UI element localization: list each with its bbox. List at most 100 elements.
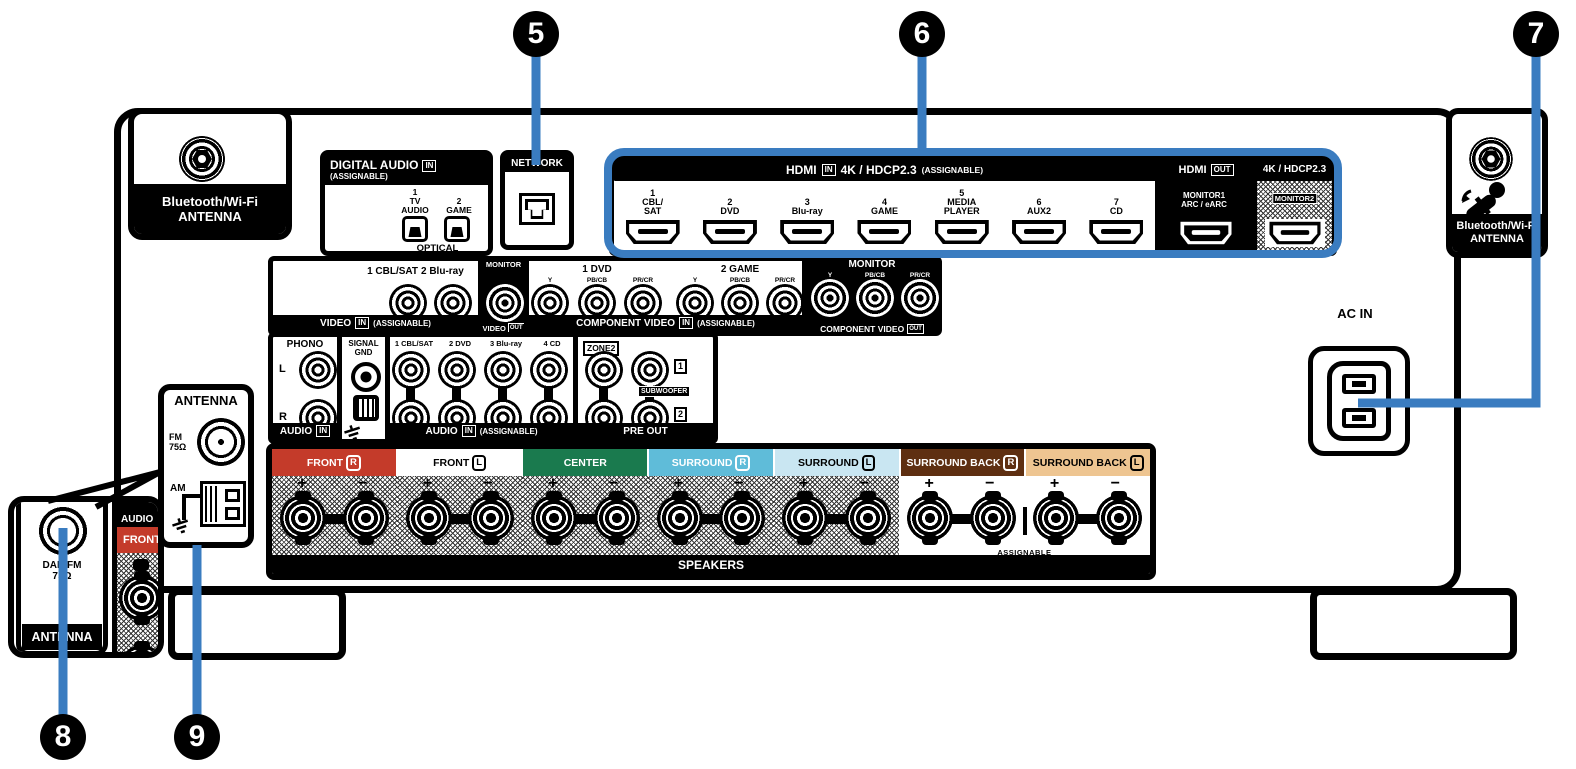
- component-in-assignable: (ASSIGNABLE): [697, 318, 755, 328]
- am-terminal-hole: [224, 506, 240, 520]
- antenna-connector-icon: [1469, 137, 1513, 181]
- rca-jack-audio: [484, 351, 522, 389]
- speaker-terminals-surround-back-r: + −: [899, 476, 1024, 555]
- binding-post: [531, 495, 578, 541]
- hdmi-highlight-outline: [604, 148, 1342, 258]
- hdmi-port-num: 2: [727, 197, 733, 207]
- optical-label: OPTICAL: [416, 243, 459, 254]
- component-ch-pr: PR/CR: [909, 272, 931, 279]
- rca-jack-zone2: [585, 351, 623, 389]
- video-in-jack1-label: 1 CBL/SAT: [367, 266, 418, 277]
- bt-wifi-antenna-left: Bluetooth/Wi-Fi ANTENNA: [128, 108, 292, 240]
- in-badge: IN: [316, 425, 331, 437]
- rca-jack-audio: [438, 351, 476, 389]
- audio-in-section: 1 CBL/SAT 2 DVD 3 Blu-ray 4 CD AUDIO IN …: [385, 332, 578, 444]
- optical-jack1-label: 1 TV AUDIO: [401, 187, 429, 215]
- hdmi-port-icon: [1180, 221, 1232, 245]
- speaker-label-surround-r: SURROUND R: [649, 449, 775, 476]
- post-link-bar: [821, 514, 852, 524]
- pre-out-section: ZONE2 1 SUBWOOFER 2 PRE OUT: [573, 332, 718, 444]
- hdmi-port-num: 3: [804, 197, 810, 207]
- hdmi-port-icon: [780, 220, 835, 244]
- speaker-terminal-row: + − + − + − + −: [272, 476, 1150, 555]
- binding-post: [1032, 495, 1079, 541]
- audio-in-assignable: (ASSIGNABLE): [479, 426, 538, 436]
- hdmi-port-num: 4: [881, 197, 887, 207]
- fm-coax-jack: [197, 418, 245, 466]
- rca-jack-component-out: [856, 279, 894, 317]
- ground-icon: [172, 518, 189, 534]
- audio-col4-label: 4 CD: [543, 339, 561, 348]
- component-ch-y: Y: [547, 277, 553, 284]
- hdmi-monitor2-label: MONITOR2: [1271, 193, 1318, 204]
- fm-75ohm-label: FM 75Ω: [169, 432, 187, 452]
- hdmi-port-name: DVD: [720, 206, 740, 216]
- binding-post: [1095, 495, 1142, 541]
- speaker-terminals-surround-back-l: + −: [1025, 476, 1150, 555]
- jack-link-bar: [498, 377, 507, 403]
- rca-jack-phono-l: [299, 351, 337, 389]
- plus-sign: +: [1049, 475, 1060, 492]
- speaker-label-front-r: FRONT R: [272, 449, 398, 476]
- network-header: NETWORK: [505, 155, 569, 172]
- in-badge: IN: [679, 317, 694, 329]
- am-label: AM: [170, 483, 186, 494]
- hdmi-port-name: Blu-ray: [791, 206, 823, 216]
- jack-link-bar: [544, 377, 553, 403]
- speakers-assignable-label: ASSIGNABLE: [997, 548, 1052, 557]
- speaker-terminals-center: + −: [522, 475, 649, 555]
- bt-wifi-label-line2: ANTENNA: [1470, 233, 1524, 245]
- hdmi-out-monitor2-zone: MONITOR2: [1257, 181, 1332, 251]
- binding-post: [119, 645, 158, 652]
- subwoofer-1-label: 1: [674, 359, 688, 374]
- am-terminal-hole: [224, 488, 240, 502]
- hdmi-out-badge: OUT: [1210, 163, 1234, 176]
- hdmi-in-title: HDMI: [785, 162, 817, 177]
- channel-name: FRONT: [433, 456, 470, 469]
- minus-sign: −: [859, 475, 870, 492]
- hdmi-port-col-2: 2 DVD: [691, 181, 768, 251]
- channel-side: L: [861, 454, 876, 471]
- hdmi-port-col-5: 5 MEDIA PLAYER: [923, 181, 1000, 251]
- video-monitor-label: MONITOR: [485, 260, 522, 269]
- plus-sign: +: [422, 475, 433, 492]
- component-in-footer: COMPONENT VIDEO IN (ASSIGNABLE): [529, 315, 802, 331]
- hdmi-port-icon: [1012, 220, 1067, 244]
- hdmi-monitor1-label: MONITOR1 ARC / eARC: [1181, 191, 1227, 209]
- callout-9-number: 9: [188, 720, 206, 753]
- callout-5: 5: [513, 11, 559, 57]
- hdmi-port-icon: [934, 220, 989, 244]
- channel-side: R: [735, 454, 751, 471]
- digital-audio-section: DIGITAL AUDIO IN (ASSIGNABLE) 1 TV AUDIO…: [320, 150, 493, 256]
- hdmi-in-assignable: (ASSIGNABLE): [921, 164, 984, 175]
- bt-wifi-antenna-left-label: Bluetooth/Wi-Fi ANTENNA: [134, 184, 286, 234]
- am-terminal-spring: [205, 486, 220, 522]
- speakers-footer-label: SPEAKERS: [677, 557, 745, 572]
- ac-inlet-inner: [1327, 361, 1391, 441]
- minus-sign: −: [608, 475, 619, 492]
- chassis-foot-right: [1310, 588, 1517, 660]
- hdmi-in-ports: 1 CBL/ SAT 2 DVD 3 Blu-ray 4 GAME 5: [614, 181, 1155, 251]
- speaker-label-front-l: FRONT L: [397, 449, 524, 476]
- optical-jack-1: [402, 216, 428, 242]
- subwoofer-label: SUBWOOFER: [638, 386, 691, 397]
- in-badge: IN: [461, 425, 476, 437]
- component-video-in-section: 1 DVD 2 GAME Y PB/CB PR/CR Y PB/CB PR/CR…: [524, 256, 807, 336]
- hdmi-out-monitor1-zone: MONITOR1 ARC / eARC: [1155, 181, 1257, 251]
- inset-terminal-area: [117, 553, 158, 652]
- binding-post: [468, 495, 515, 541]
- minus-sign: −: [358, 475, 368, 492]
- optical-jack-2: [444, 216, 470, 242]
- network-title: NETWORK: [511, 158, 563, 169]
- phono-label: PHONO: [286, 339, 324, 350]
- callout-6: 6: [899, 11, 945, 57]
- speaker-label-surround-l: SURROUND L: [774, 449, 901, 476]
- channel-name: SURROUND BACK: [1032, 456, 1127, 469]
- inset-antenna-text: ANTENNA: [31, 630, 93, 644]
- callout-7-number: 7: [1527, 17, 1545, 50]
- binding-post: [119, 575, 158, 621]
- digital-audio-assignable: (ASSIGNABLE): [330, 172, 388, 181]
- component-out-footer-label: COMPONENT VIDEO: [820, 324, 905, 334]
- plus-sign: +: [673, 475, 683, 492]
- bt-wifi-antenna-right-label: Bluetooth/Wi-Fi ANTENNA: [1452, 214, 1542, 252]
